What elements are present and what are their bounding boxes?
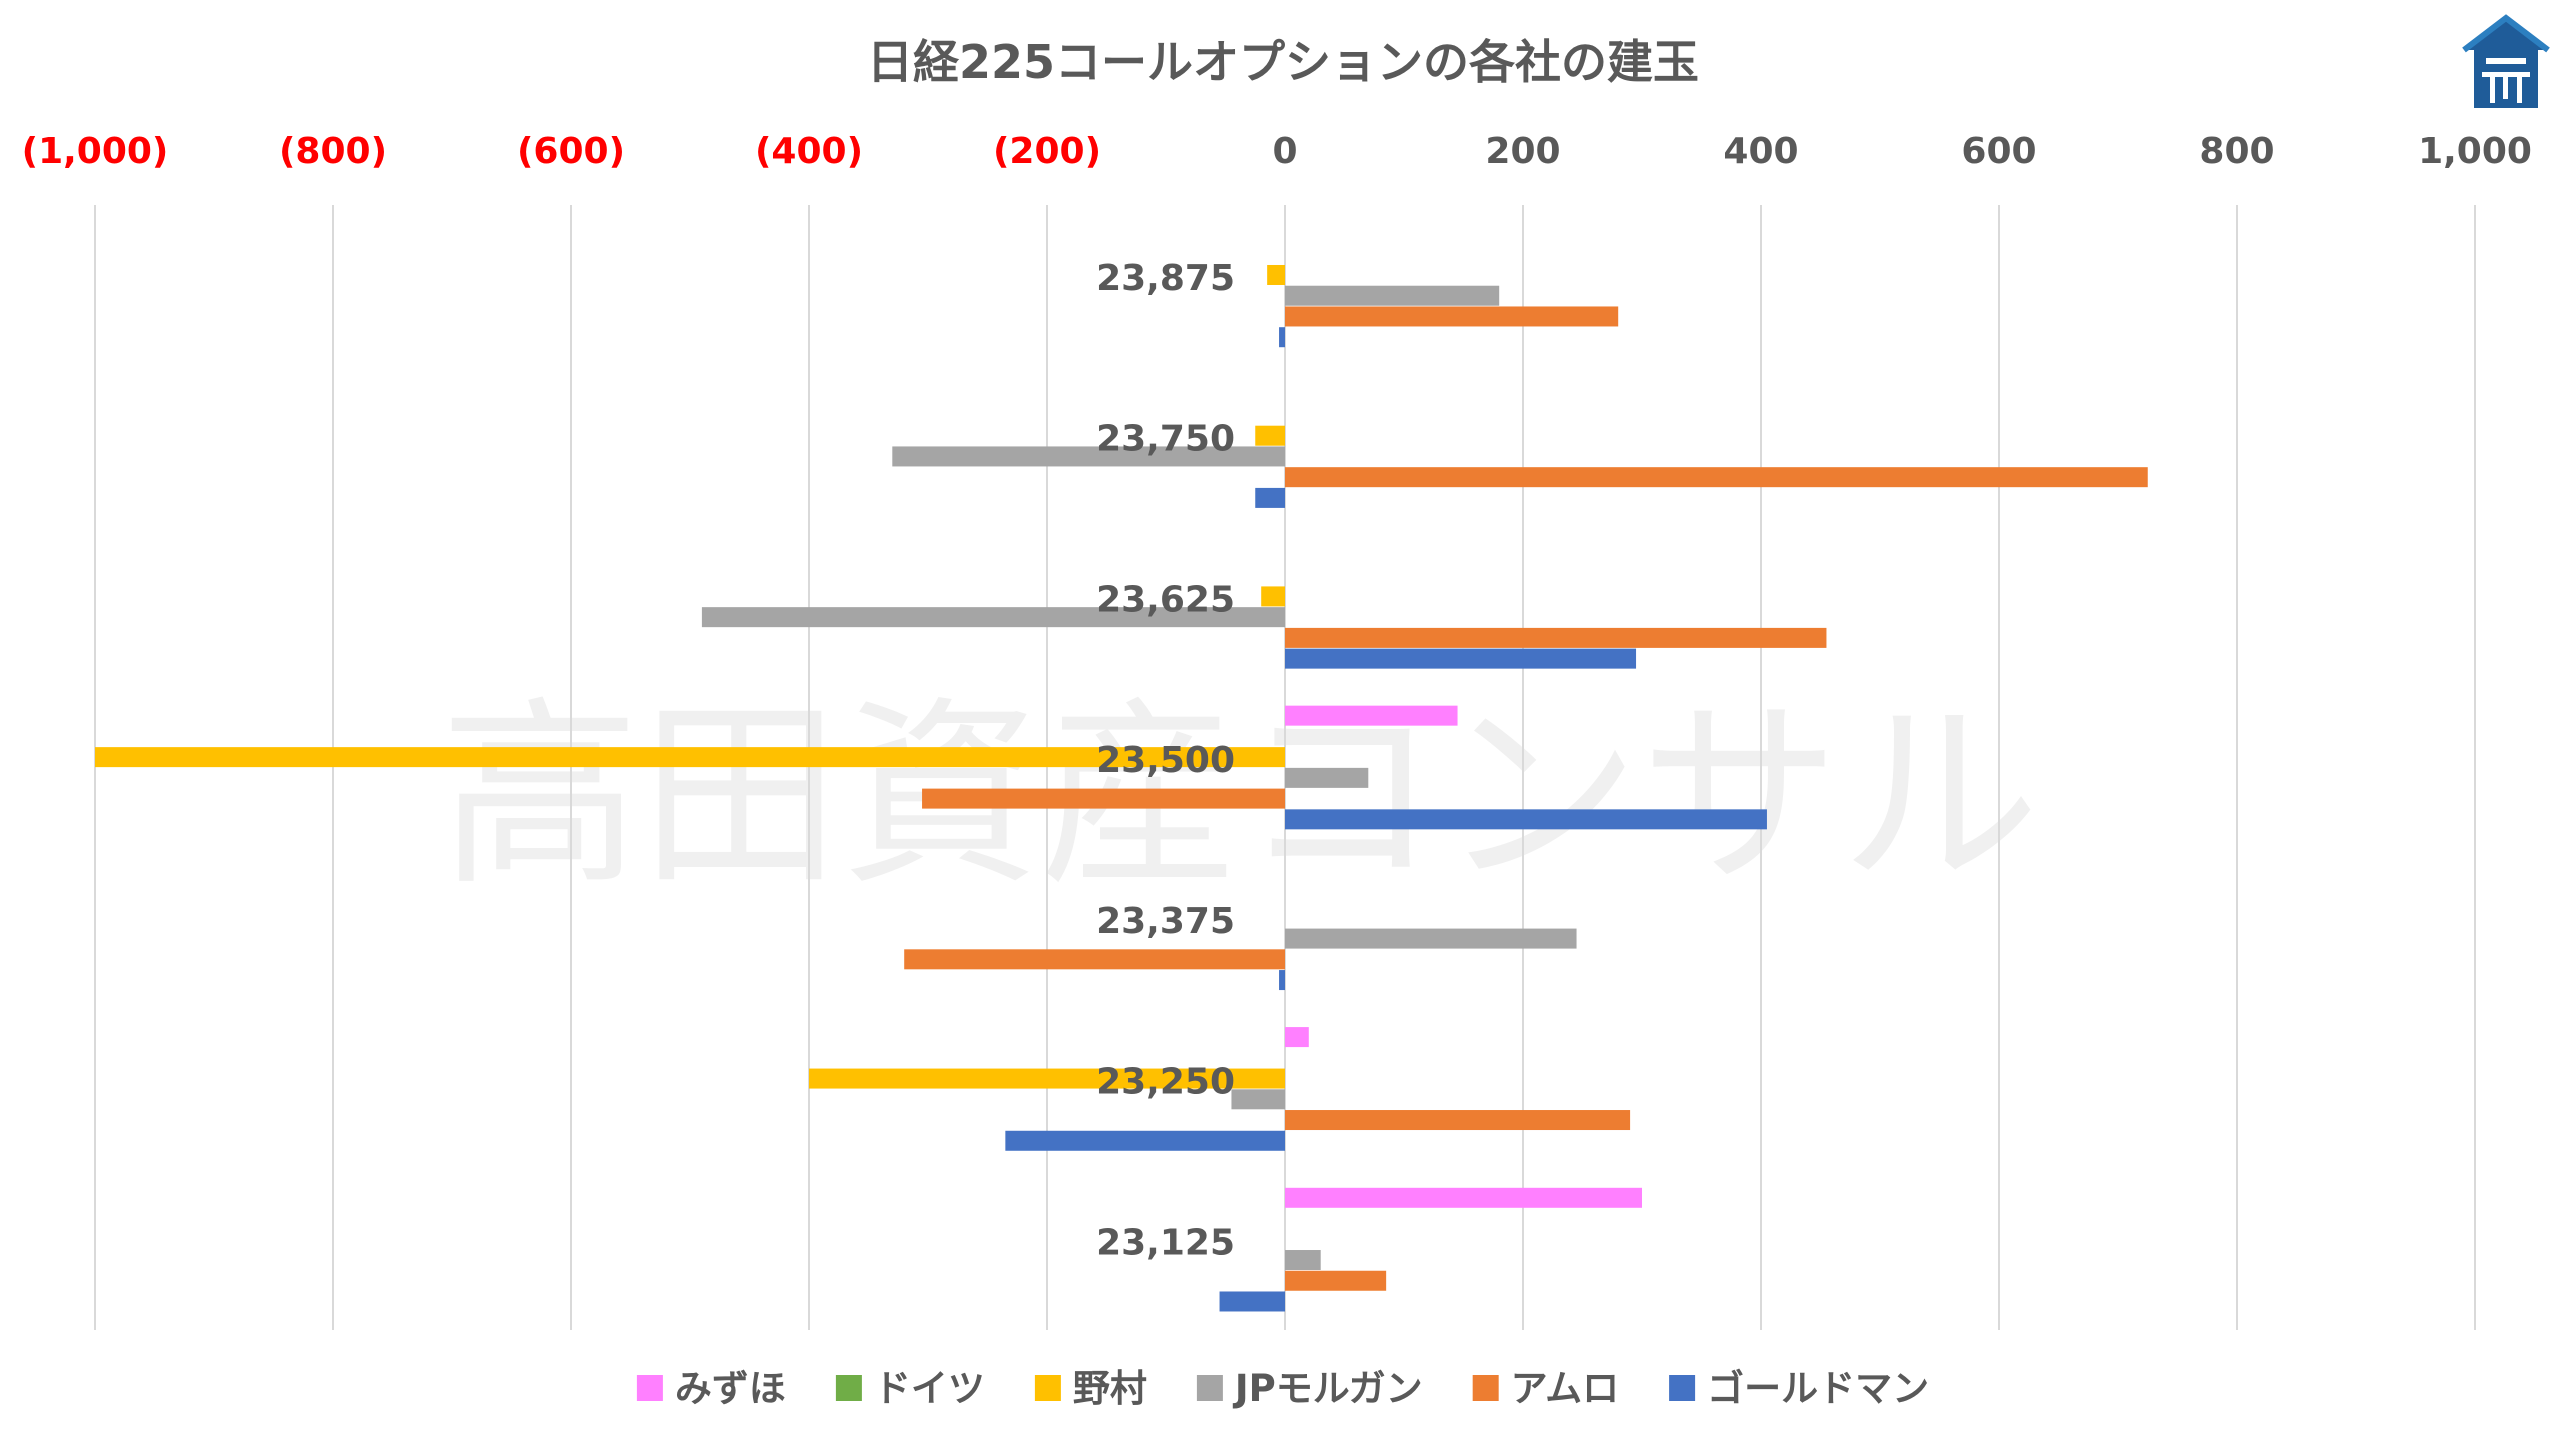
x-axis-ticks: (1,000) (800) (600) (400) (200) 0 200 400 600 800… bbox=[22, 131, 2532, 172]
bar bbox=[1285, 1110, 1631, 1131]
x-tick-label: (400) bbox=[755, 131, 863, 172]
x-tick-label: 200 bbox=[1485, 131, 1560, 172]
bar bbox=[892, 446, 1285, 467]
category-label: 23,250 bbox=[1096, 1062, 1235, 1103]
x-tick-label: 400 bbox=[1723, 131, 1798, 172]
bars bbox=[95, 264, 2148, 1312]
legend-label: JPモルガン bbox=[1232, 1367, 1423, 1410]
bar bbox=[1279, 970, 1285, 991]
x-tick-label: 600 bbox=[1961, 131, 2036, 172]
x-tick-label: (600) bbox=[517, 131, 625, 172]
bar bbox=[1285, 809, 1767, 830]
bar bbox=[1285, 1187, 1642, 1208]
category-label: 23,125 bbox=[1096, 1222, 1235, 1263]
category-label: 23,375 bbox=[1096, 901, 1235, 942]
legend-item[interactable]: 野村 bbox=[1034, 1367, 1147, 1410]
bar bbox=[1285, 648, 1637, 669]
bar bbox=[1255, 487, 1285, 508]
bar bbox=[95, 747, 1285, 768]
legend-swatch bbox=[835, 1375, 862, 1401]
gridlines bbox=[94, 205, 2476, 1330]
category-label: 23,500 bbox=[1096, 740, 1235, 781]
x-tick-label: 0 bbox=[1272, 131, 1297, 172]
bar bbox=[1285, 627, 1827, 648]
legend-label: ゴールドマン bbox=[1707, 1367, 1929, 1410]
bar bbox=[904, 949, 1285, 970]
legend-item[interactable]: アムロ bbox=[1472, 1367, 1619, 1410]
legend-swatch bbox=[1034, 1375, 1061, 1401]
bar bbox=[1231, 1089, 1285, 1110]
legend-item[interactable]: ドイツ bbox=[835, 1367, 985, 1410]
legend-label: 野村 bbox=[1073, 1367, 1147, 1410]
bar bbox=[1285, 705, 1458, 726]
bar bbox=[1261, 586, 1285, 607]
legend-item[interactable]: JPモルガン bbox=[1196, 1367, 1423, 1410]
logo-icon bbox=[2462, 14, 2550, 108]
bar bbox=[809, 1068, 1285, 1089]
bar bbox=[1285, 306, 1619, 327]
bar bbox=[1285, 467, 2148, 488]
category-label: 23,625 bbox=[1096, 579, 1235, 620]
x-tick-label: 800 bbox=[2199, 131, 2274, 172]
x-tick-label: (800) bbox=[279, 131, 387, 172]
bar bbox=[1285, 1270, 1387, 1291]
bar bbox=[1005, 1130, 1285, 1151]
legend-item[interactable]: みずほ bbox=[636, 1367, 786, 1410]
bar bbox=[1267, 264, 1285, 285]
bar bbox=[1279, 327, 1285, 348]
legend-swatch bbox=[1669, 1375, 1696, 1401]
x-tick-label: 1,000 bbox=[2418, 131, 2532, 172]
bar bbox=[922, 788, 1285, 809]
category-labels: 23,875 23,750 23,625 23,500 23,375 23,250 23,1… bbox=[1096, 258, 1235, 1263]
legend-label: みずほ bbox=[675, 1367, 786, 1410]
bar bbox=[1285, 1027, 1309, 1048]
x-tick-label: (200) bbox=[993, 131, 1101, 172]
category-label: 23,750 bbox=[1096, 419, 1235, 460]
chart-title: 日経225コールオプションの各社の建玉 bbox=[867, 35, 1699, 89]
legend-label: ドイツ bbox=[874, 1367, 985, 1410]
bar bbox=[1285, 767, 1369, 788]
bar bbox=[1285, 1250, 1321, 1271]
legend-swatch bbox=[1196, 1375, 1223, 1401]
legend-label: アムロ bbox=[1511, 1367, 1619, 1410]
legend-item[interactable]: ゴールドマン bbox=[1669, 1367, 1929, 1410]
bar bbox=[701, 607, 1285, 628]
x-tick-label: (1,000) bbox=[22, 131, 169, 172]
bar bbox=[1285, 285, 1500, 306]
legend-swatch bbox=[636, 1375, 663, 1401]
bar bbox=[1219, 1291, 1285, 1312]
category-label: 23,875 bbox=[1096, 258, 1235, 299]
bar bbox=[1285, 928, 1577, 949]
legend-swatch bbox=[1472, 1375, 1499, 1401]
bar bbox=[1255, 425, 1285, 446]
legend[interactable]: みずほ ドイツ 野村 JPモルガン アムロ ゴールドマン bbox=[636, 1367, 1929, 1410]
